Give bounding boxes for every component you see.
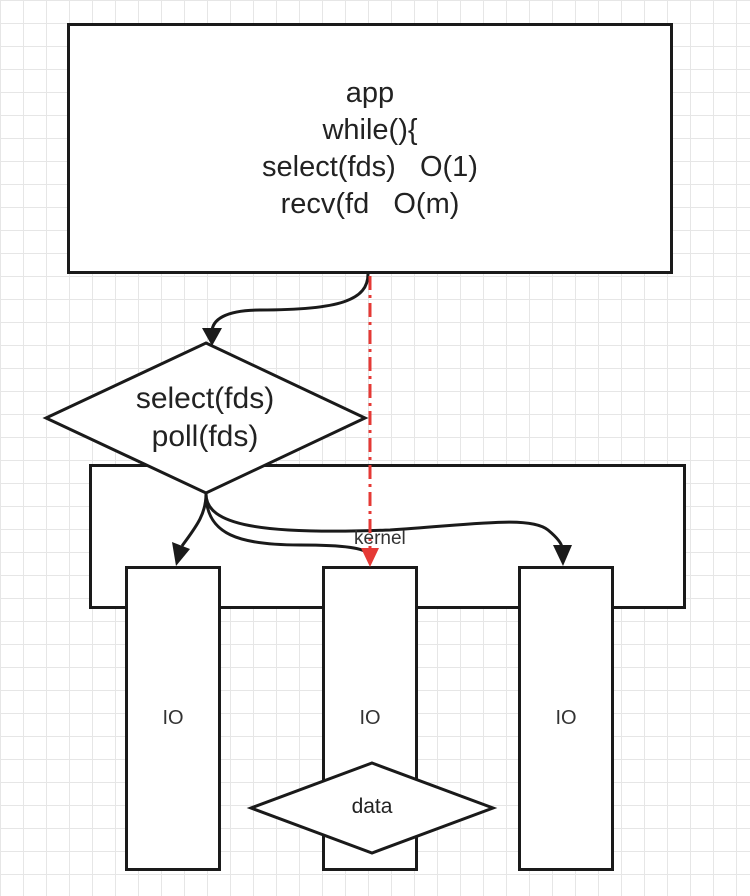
io-label-2: IO — [359, 707, 381, 729]
arrow-select-to-io-1 — [180, 493, 208, 547]
io-label-1: IO — [162, 707, 184, 729]
app-line-2: while(){ — [322, 113, 418, 146]
app-line-3: select(fds) O(1) — [262, 150, 478, 183]
poll-line: poll(fds) — [151, 420, 259, 453]
io-column-3: IO — [518, 566, 614, 871]
data-diamond — [246, 761, 498, 855]
select-poll-text: select(fds) poll(fds) — [95, 380, 315, 456]
arrow-select-to-io-3 — [204, 493, 564, 549]
arrow-app-to-select — [210, 273, 370, 333]
select-line: select(fds) — [135, 382, 275, 415]
arrowhead-app-to-select — [202, 328, 222, 346]
app-line-4: recv(fd O(m) — [280, 187, 460, 220]
io-column-1: IO — [125, 566, 221, 871]
io-label-3: IO — [555, 707, 577, 729]
arrowhead-select-to-io-1 — [172, 542, 190, 566]
app-line-1: app — [345, 76, 395, 109]
arrow-select-to-io-2 — [204, 493, 372, 557]
app-box: app while(){ select(fds) O(1) recv(fd O(… — [67, 23, 673, 274]
arrowhead-red — [361, 548, 379, 567]
select-poll-diamond — [42, 341, 369, 495]
data-label: data — [351, 795, 393, 818]
kernel-label: kernel — [354, 528, 406, 549]
arrowhead-select-to-io-3 — [553, 545, 572, 566]
